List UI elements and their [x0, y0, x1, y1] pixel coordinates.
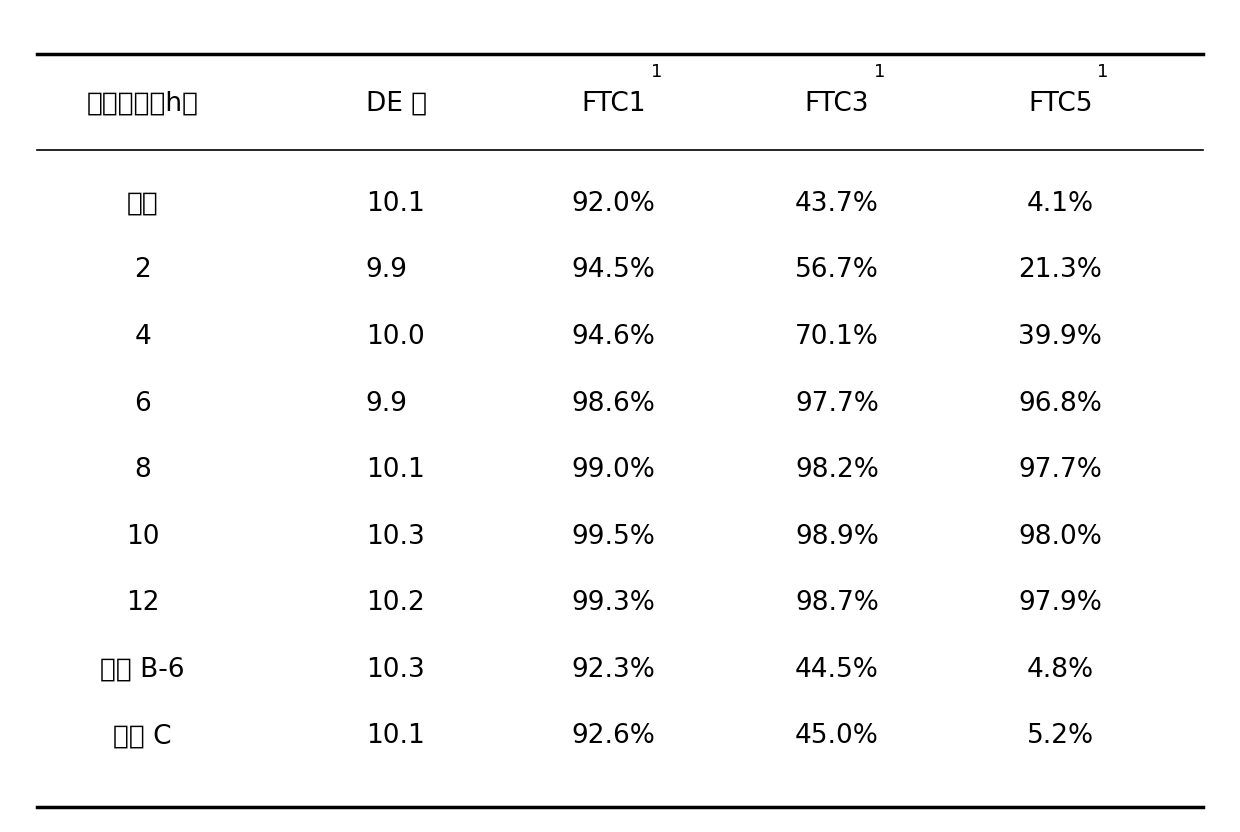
Text: 96.8%: 96.8% — [1018, 390, 1102, 417]
Text: 10.3: 10.3 — [366, 656, 424, 683]
Text: 5.2%: 5.2% — [1027, 723, 1094, 750]
Text: 98.2%: 98.2% — [795, 457, 879, 483]
Text: 94.5%: 94.5% — [572, 257, 656, 284]
Text: 9.9: 9.9 — [366, 390, 408, 417]
Text: 1: 1 — [651, 62, 662, 81]
Text: 98.0%: 98.0% — [1018, 523, 1102, 550]
Text: 39.9%: 39.9% — [1018, 324, 1102, 350]
Text: DE 值: DE 值 — [366, 91, 427, 117]
Text: 98.9%: 98.9% — [795, 523, 879, 550]
Text: FTC3: FTC3 — [805, 91, 869, 117]
Text: 1: 1 — [874, 62, 885, 81]
Text: 对照 C: 对照 C — [113, 723, 172, 750]
Text: 99.3%: 99.3% — [572, 590, 656, 617]
Text: 99.0%: 99.0% — [572, 457, 656, 483]
Text: 10.1: 10.1 — [366, 191, 424, 217]
Text: 43.7%: 43.7% — [795, 191, 879, 217]
Text: 92.6%: 92.6% — [572, 723, 656, 750]
Text: 97.9%: 97.9% — [1018, 590, 1102, 617]
Text: 对照 B-6: 对照 B-6 — [100, 656, 185, 683]
Text: 97.7%: 97.7% — [795, 390, 879, 417]
Text: 作用时间（h）: 作用时间（h） — [87, 91, 198, 117]
Text: 98.6%: 98.6% — [572, 390, 656, 417]
Text: 10.0: 10.0 — [366, 324, 424, 350]
Text: 10.2: 10.2 — [366, 590, 424, 617]
Text: 44.5%: 44.5% — [795, 656, 879, 683]
Text: 10.1: 10.1 — [366, 457, 424, 483]
Text: 对照: 对照 — [126, 191, 159, 217]
Text: FTC1: FTC1 — [582, 91, 646, 117]
Text: 2: 2 — [134, 257, 151, 284]
Text: 94.6%: 94.6% — [572, 324, 656, 350]
Text: 9.9: 9.9 — [366, 257, 408, 284]
Text: 10: 10 — [125, 523, 160, 550]
Text: 6: 6 — [134, 390, 151, 417]
Text: 92.0%: 92.0% — [572, 191, 656, 217]
Text: 4.1%: 4.1% — [1027, 191, 1094, 217]
Text: 92.3%: 92.3% — [572, 656, 656, 683]
Text: 10.3: 10.3 — [366, 523, 424, 550]
Text: 1: 1 — [1097, 62, 1109, 81]
Text: 99.5%: 99.5% — [572, 523, 656, 550]
Text: 97.7%: 97.7% — [1018, 457, 1102, 483]
Text: 98.7%: 98.7% — [795, 590, 879, 617]
Text: 10.1: 10.1 — [366, 723, 424, 750]
Text: 4: 4 — [134, 324, 151, 350]
Text: 70.1%: 70.1% — [795, 324, 879, 350]
Text: 21.3%: 21.3% — [1018, 257, 1102, 284]
Text: 4.8%: 4.8% — [1027, 656, 1094, 683]
Text: FTC5: FTC5 — [1028, 91, 1092, 117]
Text: 45.0%: 45.0% — [795, 723, 879, 750]
Text: 12: 12 — [125, 590, 160, 617]
Text: 56.7%: 56.7% — [795, 257, 879, 284]
Text: 8: 8 — [134, 457, 151, 483]
